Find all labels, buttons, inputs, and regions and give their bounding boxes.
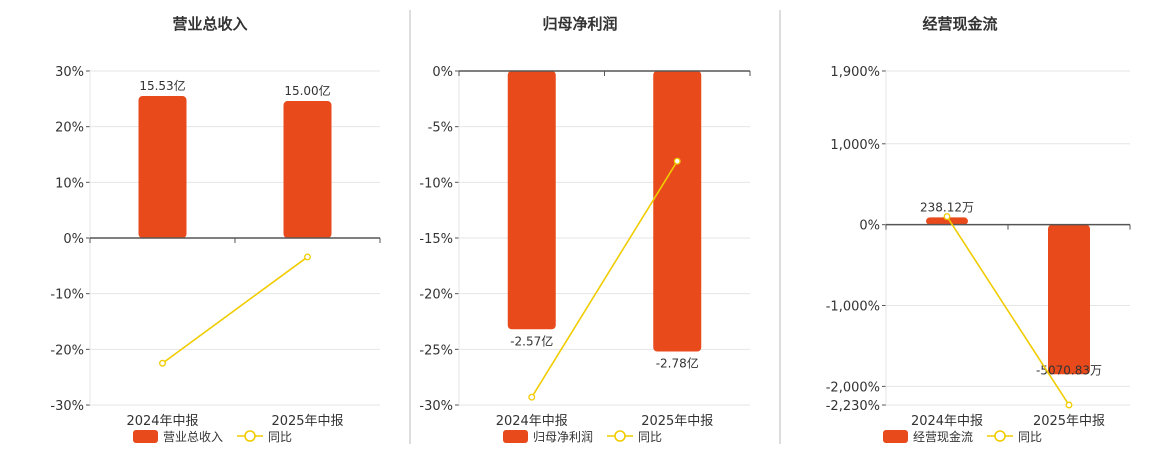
legend-bar-swatch <box>133 430 158 443</box>
bar-data-label: 15.53亿 <box>139 78 185 93</box>
y-tick-label: -10% <box>50 288 84 303</box>
line-series <box>162 256 308 364</box>
y-tick-label: -20% <box>50 343 84 358</box>
bar <box>1048 224 1090 375</box>
bar-data-label: -5070.83万 <box>1036 363 1102 377</box>
line-point <box>159 359 166 367</box>
legend-line-marker <box>614 430 626 442</box>
legend-bar-swatch <box>503 430 528 443</box>
y-tick-label: -15% <box>419 232 453 247</box>
bar <box>507 71 556 330</box>
x-tick-label: 2025年中报 <box>271 414 343 429</box>
line-point <box>528 393 536 401</box>
legend-bar-swatch <box>883 430 908 443</box>
chart-title: 营业总收入 <box>172 15 247 33</box>
line-series <box>531 160 678 398</box>
line-point <box>304 253 311 261</box>
bar <box>653 71 702 352</box>
y-tick-label: 1,000% <box>830 138 880 153</box>
bar <box>138 96 187 238</box>
x-tick-label: 2025年中报 <box>1033 414 1105 429</box>
legend-line-marker <box>994 430 1006 442</box>
legend-line-marker <box>244 430 256 442</box>
legend-bar-label: 归母净利润 <box>533 430 593 444</box>
line-series <box>946 216 1070 406</box>
y-tick-label: 0% <box>859 219 880 234</box>
y-tick-label: -20% <box>419 288 453 303</box>
chart-title: 归母净利润 <box>542 15 617 33</box>
bar-data-label: -2.57亿 <box>510 333 553 348</box>
bar-data-label: 15.00亿 <box>284 83 330 98</box>
legend-bar-label: 经营现金流 <box>913 429 973 444</box>
y-tick-label: -2,230% <box>826 399 880 414</box>
y-tick-label: -10% <box>419 176 453 191</box>
y-tick-label: 1,900% <box>830 65 880 80</box>
bar <box>283 101 332 238</box>
x-tick-label: 2024年中报 <box>911 414 983 429</box>
y-tick-label: 0% <box>63 232 84 247</box>
x-tick-label: 2025年中报 <box>641 414 713 429</box>
line-point <box>1065 401 1073 409</box>
line-point <box>673 157 681 165</box>
y-tick-label: 30% <box>55 65 84 80</box>
legend-line-label: 同比 <box>268 430 292 444</box>
legend-bar-label: 营业总收入 <box>163 430 223 444</box>
bar-data-label: -2.78亿 <box>656 356 699 371</box>
y-tick-label: -25% <box>419 343 453 358</box>
x-tick-label: 2024年中报 <box>126 414 198 429</box>
y-tick-label: -30% <box>50 399 84 414</box>
bar-data-label: 238.12万 <box>920 200 974 214</box>
chart-title: 经营现金流 <box>922 15 997 33</box>
y-tick-label: -30% <box>419 399 453 414</box>
y-tick-label: -5% <box>428 121 453 136</box>
line-point <box>943 213 951 221</box>
y-tick-label: 10% <box>55 176 84 191</box>
y-tick-label: 20% <box>55 121 84 136</box>
legend-line-label: 同比 <box>1018 430 1042 444</box>
legend-line-label: 同比 <box>638 430 662 444</box>
y-tick-label: -2,000% <box>826 380 880 395</box>
x-tick-label: 2024年中报 <box>496 414 568 429</box>
y-tick-label: 0% <box>432 65 453 80</box>
bar <box>926 217 968 225</box>
y-tick-label: -1,000% <box>826 300 880 315</box>
